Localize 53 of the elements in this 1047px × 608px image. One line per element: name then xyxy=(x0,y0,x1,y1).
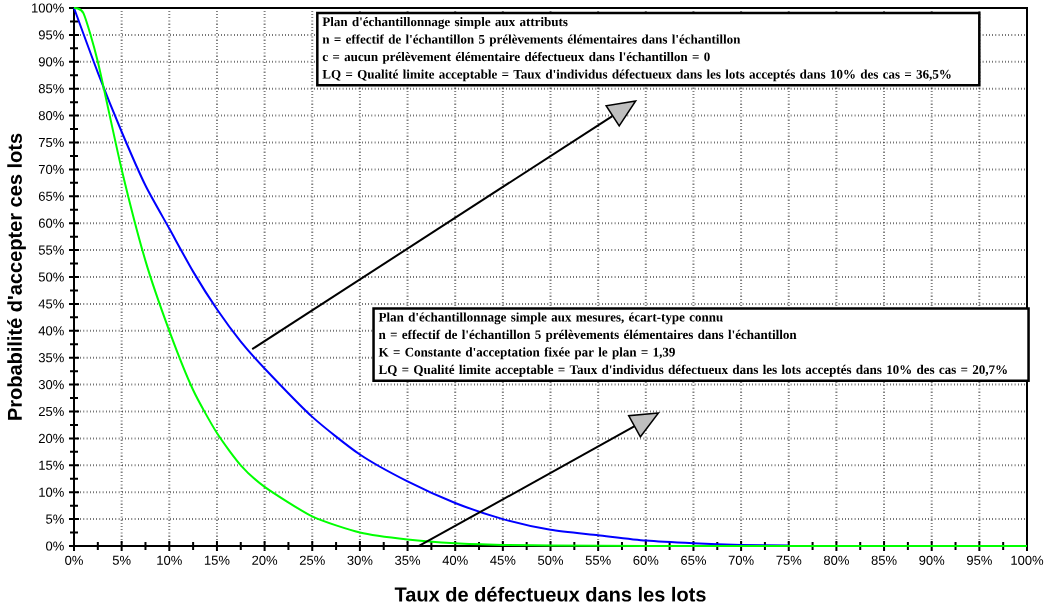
annotation: c = aucun prélèvement élémentaire défectueux dans l'échantillon = 0 xyxy=(322,51,710,64)
x-tick-label: 30% xyxy=(347,555,373,565)
annotation: K = Constante d'acceptation fixée par le plan = 1,39 xyxy=(378,347,675,360)
x-tick-label: 35% xyxy=(395,555,421,565)
y-axis-title: Probabilité d'accepter ces lots xyxy=(7,133,26,420)
x-tick-label: 15% xyxy=(204,555,230,565)
x-tick-label: 0% xyxy=(65,555,83,565)
x-tick-label: 90% xyxy=(919,555,945,565)
y-tick-label: 30% xyxy=(38,380,64,390)
x-tick-label: 95% xyxy=(966,555,992,565)
x-tick-label: 50% xyxy=(538,555,564,565)
y-tick-label: 10% xyxy=(39,487,64,497)
y-tick-label: 50% xyxy=(38,272,64,282)
y-tick-label: 40% xyxy=(38,326,64,336)
x-tick-label: 55% xyxy=(585,555,611,565)
x-tick-label: 20% xyxy=(252,555,278,565)
x-tick-label: 25% xyxy=(299,555,325,565)
annotation: n = effectif de l'échantillon 5 prélèvements élémentaires dans l'échantillon xyxy=(322,34,741,47)
y-tick-label: 75% xyxy=(38,137,64,148)
y-tick-label: 95% xyxy=(38,30,64,40)
y-tick-label: 100% xyxy=(32,3,64,13)
y-tick-label: 80% xyxy=(38,111,64,121)
annotation: Plan d'échantillonnage simple aux mesures, écart-type connu xyxy=(378,312,723,325)
y-tick-label: 15% xyxy=(39,460,64,470)
y-tick-label: 45% xyxy=(38,299,64,309)
y-tick-label: 90% xyxy=(38,57,64,67)
y-tick-label: 25% xyxy=(38,406,64,417)
y-tick-label: 60% xyxy=(38,218,64,228)
y-tick-label: 85% xyxy=(38,84,64,94)
x-tick-label: 40% xyxy=(442,555,468,565)
x-tick-label: 85% xyxy=(871,555,897,565)
x-axis-title: Taux de défectueux dans les lots xyxy=(394,586,706,602)
y-tick-label: 65% xyxy=(38,191,64,201)
x-tick-label: 70% xyxy=(728,555,754,565)
x-tick-label: 80% xyxy=(823,555,849,565)
x-tick-label: 65% xyxy=(681,555,706,565)
x-tick-label: 75% xyxy=(776,555,802,565)
y-tick-label: 20% xyxy=(38,433,64,443)
annotation: n = effectif de l'échantillon 5 prélèvements élémentaires dans l'échantillon xyxy=(378,329,797,342)
annotation: LQ = Qualité limite acceptable = Taux d'individus défectueux dans les lots acceptés dans 10% des cas = 20,7% xyxy=(378,364,1007,377)
annotation: LQ = Qualité limite acceptable = Taux d'individus défectueux dans les lots acceptés dans 10% des cas = 36,5% xyxy=(322,69,951,82)
line-series xyxy=(73,7,1028,548)
x-tick-label: 10% xyxy=(157,555,182,565)
y-tick-label: 5% xyxy=(46,514,64,524)
y-tick-label: 55% xyxy=(38,245,64,255)
x-tick-label: 60% xyxy=(633,555,659,565)
x-tick-label: 100% xyxy=(1011,555,1044,565)
y-tick-label: 0% xyxy=(46,541,64,551)
annotation: Plan d'échantillonnage simple aux attributs xyxy=(322,17,568,29)
y-tick-label: 35% xyxy=(38,353,64,363)
x-tick-label: 45% xyxy=(490,555,516,565)
x-tick-label: 5% xyxy=(112,555,131,565)
y-tick-label: 70% xyxy=(38,164,64,174)
